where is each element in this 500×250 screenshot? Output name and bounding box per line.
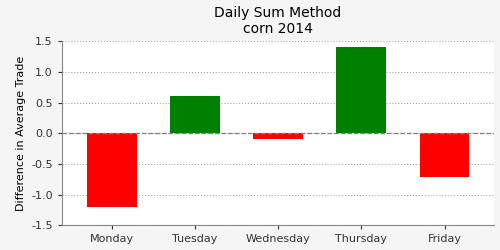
Y-axis label: Difference in Average Trade: Difference in Average Trade	[16, 56, 26, 211]
Bar	[86, 133, 136, 207]
Bar	[336, 47, 386, 133]
Bar	[420, 133, 470, 178]
Bar	[253, 133, 303, 140]
Title: Daily Sum Method
corn 2014: Daily Sum Method corn 2014	[214, 6, 342, 36]
Bar	[170, 96, 220, 133]
